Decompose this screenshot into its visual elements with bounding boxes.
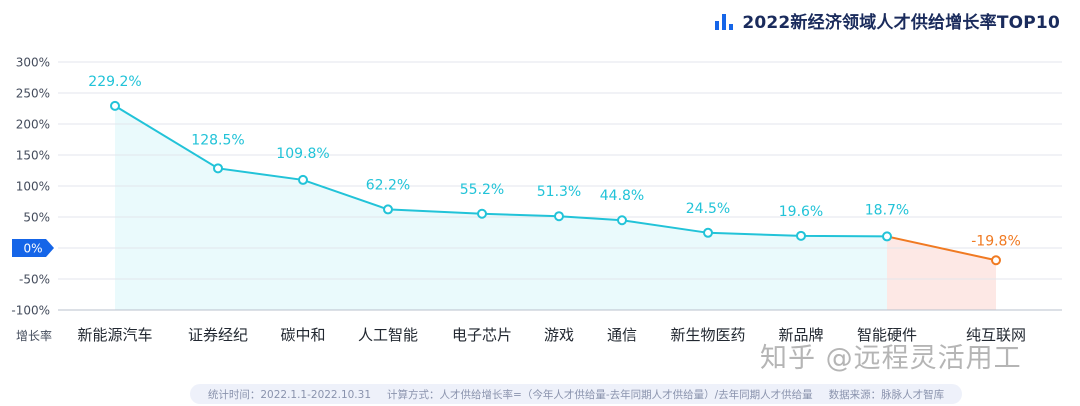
data-label: -19.8%	[971, 233, 1021, 249]
bar-chart-icon	[715, 13, 734, 30]
category-label: 智能硬件	[857, 326, 917, 344]
data-label: 62.2%	[366, 177, 410, 193]
category-label: 纯互联网	[966, 326, 1026, 344]
line-chart: 300% 250% 200% 150% 100% 50% 0% -50% -100% 增长率 新能源…	[11, 56, 1062, 344]
category-label: 人工智能	[358, 326, 418, 344]
data-point	[213, 163, 223, 174]
y-tick-label: 300%	[16, 56, 50, 70]
x-axis-label: 增长率	[16, 328, 52, 343]
footer-source: 数据来源：脉脉人才智库	[828, 388, 945, 401]
data-label: 51.3%	[537, 184, 581, 200]
data-label: 128.5%	[191, 132, 244, 148]
footer-note: 统计时间：2022.1.1-2022.10.31 计算方式：人才供给增长率=（今…	[190, 384, 962, 404]
category-label: 碳中和	[280, 326, 325, 344]
category-label: 游戏	[544, 326, 574, 344]
data-point	[298, 174, 308, 185]
data-label: 18.7%	[865, 202, 909, 218]
chart-title: 2022新经济领域人才供给增长率TOP10	[714, 8, 1060, 33]
y-tick-label: 0%	[23, 242, 42, 256]
data-point	[991, 255, 1001, 266]
y-tick-label: 250%	[16, 87, 50, 101]
category-label: 新能源汽车	[77, 326, 152, 344]
category-label: 电子芯片	[452, 326, 512, 344]
y-tick-label: -50%	[19, 273, 50, 287]
y-tick-label: 150%	[16, 149, 50, 163]
data-label: 19.6%	[779, 204, 823, 220]
data-point	[110, 100, 120, 111]
series-line-positive	[114, 105, 888, 238]
data-point	[383, 204, 393, 215]
y-tick-label: -100%	[11, 304, 50, 318]
y-tick-label: 200%	[16, 118, 50, 132]
data-point	[554, 211, 564, 222]
data-point	[882, 231, 892, 242]
watermark: 知乎 @远程灵活用工	[760, 343, 1022, 374]
area-fill-positive	[115, 105, 887, 311]
y-tick-label: 100%	[16, 180, 50, 194]
data-label: 109.8%	[276, 146, 329, 162]
series-line-negative	[886, 235, 997, 262]
data-label: 44.8%	[600, 188, 644, 204]
data-point	[617, 215, 627, 226]
data-point	[477, 208, 487, 219]
category-label: 新品牌	[778, 326, 823, 344]
category-label: 通信	[607, 326, 637, 344]
footer-method: 计算方式：人才供给增长率=（今年人才供给量-去年同期人才供给量）/去年同期人才供…	[387, 388, 813, 401]
data-label: 229.2%	[88, 74, 141, 90]
category-label: 新生物医药	[670, 326, 745, 344]
data-point	[703, 227, 713, 238]
category-label: 证券经纪	[188, 326, 248, 344]
y-tick-label: 50%	[23, 211, 50, 225]
data-label: 55.2%	[460, 182, 504, 198]
zero-badge	[12, 239, 54, 257]
footer-stat-period: 统计时间：2022.1.1-2022.10.31	[207, 388, 372, 401]
data-point	[796, 230, 806, 241]
chart-title-text: 2022新经济领域人才供给增长率TOP10	[742, 13, 1060, 33]
data-label: 24.5%	[686, 201, 730, 217]
